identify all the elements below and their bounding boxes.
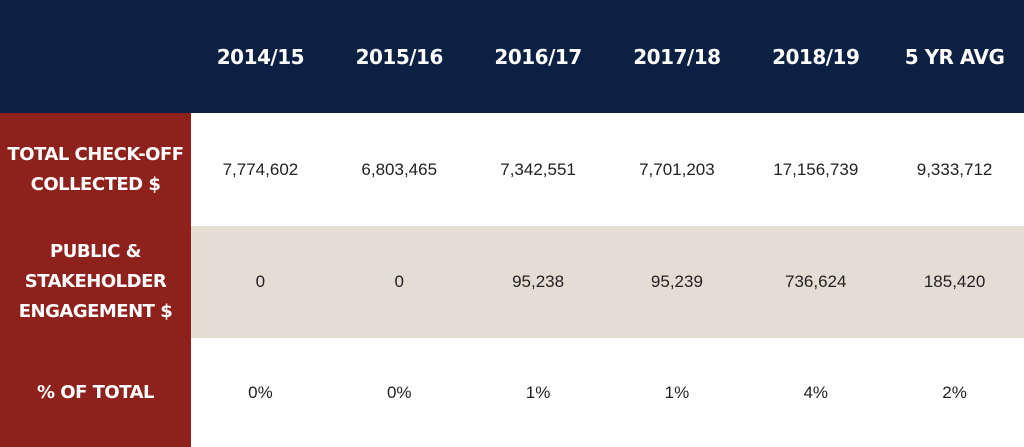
table-cell: 7,342,551 bbox=[468, 113, 608, 226]
column-header: 2015/16 bbox=[329, 0, 469, 113]
column-header: 2016/17 bbox=[468, 0, 608, 113]
table-cell: 6,803,465 bbox=[329, 113, 469, 226]
table-cell: 9,333,712 bbox=[885, 113, 1024, 226]
column-header: 2018/19 bbox=[746, 0, 886, 113]
table-cell: 2% bbox=[885, 338, 1024, 447]
table-cell: 4% bbox=[746, 338, 886, 447]
table-cell: 95,239 bbox=[607, 226, 747, 338]
table-cell: 736,624 bbox=[746, 226, 886, 338]
table-cell: 7,774,602 bbox=[191, 113, 330, 226]
header-corner bbox=[0, 0, 191, 113]
row-label-percent-of-total: % OF TOTAL bbox=[0, 338, 191, 447]
row-label-total-check-off: TOTAL CHECK-OFF COLLECTED $ bbox=[0, 113, 191, 226]
table-cell: 0% bbox=[191, 338, 330, 447]
column-header: 5 YR AVG bbox=[885, 0, 1024, 113]
column-header: 2017/18 bbox=[607, 0, 747, 113]
table-cell: 0% bbox=[329, 338, 469, 447]
column-header: 2014/15 bbox=[191, 0, 330, 113]
table-cell: 95,238 bbox=[468, 226, 608, 338]
table-cell: 1% bbox=[468, 338, 608, 447]
table-cell: 0 bbox=[329, 226, 469, 338]
table-cell: 185,420 bbox=[885, 226, 1024, 338]
table-cell: 1% bbox=[607, 338, 747, 447]
table-cell: 17,156,739 bbox=[746, 113, 886, 226]
table-cell: 7,701,203 bbox=[607, 113, 747, 226]
table-cell: 0 bbox=[191, 226, 330, 338]
row-label-engagement: PUBLIC & STAKEHOLDER ENGAGEMENT $ bbox=[0, 226, 191, 338]
